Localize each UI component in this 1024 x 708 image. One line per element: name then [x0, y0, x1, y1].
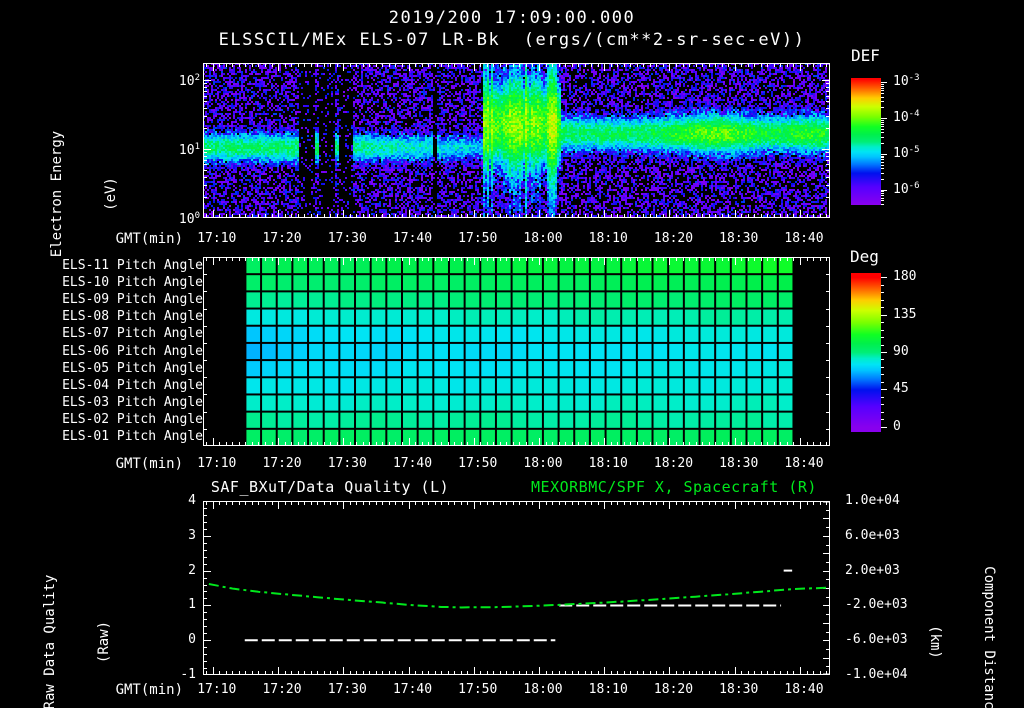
def-colorbar-tick-10e-3: 10-3 [893, 73, 920, 90]
deg-colorbar-tick-135: 135 [893, 306, 917, 322]
def-colorbar-tick-10e-5: 10-5 [893, 144, 920, 162]
def-colorbar-title: DEF [851, 46, 880, 65]
electron-energy-label: Electron Energy [49, 130, 65, 258]
time-tick-top-18:10: 18:10 [588, 231, 628, 246]
deg-colorbar-tick-45: 45 [893, 381, 909, 397]
def-colorbar-tick-10e-4: 10-4 [893, 108, 920, 126]
bottom-right-axis-title: Component Distance (km) [890, 547, 1024, 708]
time-tick-mid-17:50: 17:50 [458, 456, 498, 471]
time-tick-bot-17:20: 17:20 [262, 682, 302, 697]
time-tick-mid-18:10: 18:10 [588, 456, 628, 471]
quality-tick-4: 4 [188, 493, 196, 508]
time-tick-bot-18:30: 18:30 [719, 682, 759, 697]
quality-tick-2: 2 [188, 562, 196, 578]
spectrogram-y-axis-title: Electron Energy (eV) [12, 109, 156, 279]
time-tick-bot-17:30: 17:30 [327, 682, 367, 697]
deg-colorbar [851, 273, 889, 432]
time-tick-mid-18:00: 18:00 [523, 456, 563, 471]
page-title-instrument: ELSSCIL/MEx ELS-07 LR-Bk (ergs/(cm**2-sr… [218, 30, 806, 50]
component-distance-label: Component Distance [981, 566, 997, 708]
time-tick-top-17:20: 17:20 [262, 231, 302, 246]
gmt-axis-label-mid: GMT(min) [115, 456, 183, 472]
page-title-timestamp: 2019/200 17:09:00.000 [388, 8, 636, 28]
time-tick-bot-17:10: 17:10 [197, 682, 237, 697]
time-tick-bot-18:00: 18:00 [523, 682, 563, 697]
time-tick-top-18:20: 18:20 [653, 231, 694, 246]
time-tick-top-17:40: 17:40 [392, 231, 433, 246]
time-tick-bot-18:40: 18:40 [784, 682, 824, 697]
time-tick-bot-18:20: 18:20 [653, 682, 694, 697]
pitch-row-label-7: ELS-07 Pitch Angle [62, 326, 203, 342]
pitch-row-label-5: ELS-05 Pitch Angle [62, 360, 203, 376]
time-tick-top-17:50: 17:50 [458, 231, 498, 246]
deg-colorbar-tick-180: 180 [893, 269, 917, 285]
gmt-axis-label-bot: GMT(min) [115, 682, 183, 698]
pitch-row-label-2: ELS-02 Pitch Angle [62, 412, 203, 428]
time-tick-mid-17:40: 17:40 [392, 456, 433, 471]
pitch-row-label-11: ELS-11 Pitch Angle [62, 257, 203, 273]
energy-tick-10e1: 101 [178, 141, 200, 159]
time-tick-mid-18:30: 18:30 [719, 456, 759, 471]
electron-energy-units: (eV) [103, 177, 119, 211]
pitch-row-label-4: ELS-04 Pitch Angle [62, 377, 203, 393]
distance-tick--1.0e+04: -1.0e+04 [845, 667, 908, 682]
gmt-axis-label-top: GMT(min) [115, 231, 183, 247]
pitch-row-label-6: ELS-06 Pitch Angle [62, 343, 203, 359]
time-tick-top-17:30: 17:30 [327, 231, 367, 246]
distance-tick-1.0e+04: 1.0e+04 [845, 493, 900, 508]
time-tick-mid-17:30: 17:30 [327, 456, 367, 471]
time-tick-bot-18:10: 18:10 [588, 682, 628, 697]
time-tick-bot-17:40: 17:40 [392, 682, 433, 697]
time-tick-mid-17:20: 17:20 [262, 456, 302, 471]
distance-tick--6.0e+03: -6.0e+03 [845, 632, 908, 648]
quality-tick-3: 3 [188, 527, 196, 543]
time-tick-mid-18:20: 18:20 [653, 456, 694, 471]
raw-data-quality-label: Raw Data Quality [42, 574, 58, 708]
pitch-angle-grid-canvas [203, 257, 830, 446]
quality-tick-1: 1 [188, 597, 196, 613]
pitch-row-label-9: ELS-09 Pitch Angle [62, 291, 203, 307]
pitch-row-label-8: ELS-08 Pitch Angle [62, 309, 203, 325]
distance-tick-6.0e+03: 6.0e+03 [845, 527, 900, 543]
pitch-row-label-1: ELS-01 Pitch Angle [62, 429, 203, 445]
deg-colorbar-tick-0: 0 [893, 418, 901, 434]
energy-tick-10e0: 100 [178, 210, 200, 228]
pitch-row-label-3: ELS-03 Pitch Angle [62, 395, 203, 411]
bottom-title-right: MEXORBMC/SPF X, Spacecraft (R) [531, 478, 817, 496]
quality-tick-0: 0 [188, 632, 196, 648]
time-tick-mid-18:40: 18:40 [784, 456, 824, 471]
quality-distance-line-canvas [203, 501, 830, 675]
energy-tick-10e2: 102 [178, 72, 200, 90]
raw-data-quality-units: (Raw) [96, 620, 112, 664]
electron-spectrogram-canvas [203, 63, 830, 218]
time-tick-top-18:30: 18:30 [719, 231, 759, 246]
time-tick-top-17:10: 17:10 [197, 231, 237, 246]
def-colorbar [851, 78, 889, 205]
distance-tick--2.0e+03: -2.0e+03 [845, 597, 908, 613]
pitch-row-label-10: ELS-10 Pitch Angle [62, 274, 203, 290]
def-colorbar-tick-10e-6: 10-6 [893, 180, 920, 197]
quality-tick--1: -1 [180, 667, 196, 682]
deg-colorbar-tick-90: 90 [893, 344, 909, 359]
bottom-title-left: SAF_BXuT/Data Quality (L) [210, 478, 450, 496]
time-tick-mid-17:10: 17:10 [197, 456, 237, 471]
time-tick-bot-17:50: 17:50 [458, 682, 498, 697]
distance-tick-2.0e+03: 2.0e+03 [845, 562, 900, 578]
component-distance-units: (km) [927, 625, 943, 659]
time-tick-top-18:00: 18:00 [523, 231, 563, 246]
deg-colorbar-title: Deg [850, 247, 879, 266]
time-tick-top-18:40: 18:40 [784, 231, 824, 246]
